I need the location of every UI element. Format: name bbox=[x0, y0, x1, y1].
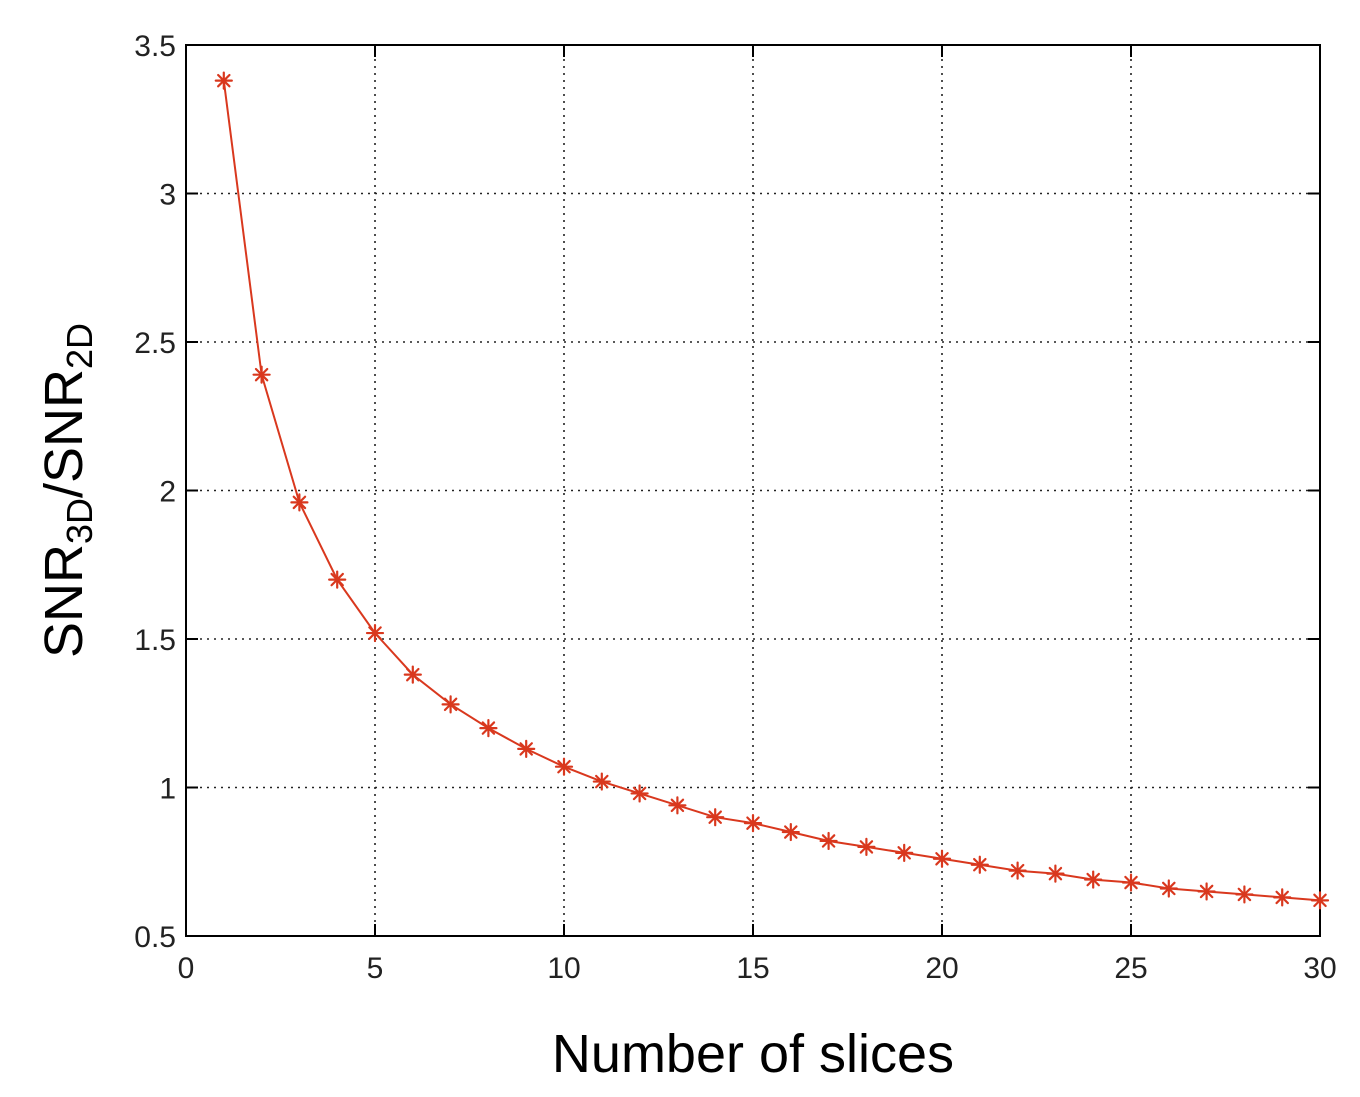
x-tick-label: 25 bbox=[1114, 952, 1147, 985]
y-axis-title: SNR3D/SNR2D bbox=[34, 323, 100, 658]
grid-layer bbox=[186, 45, 1320, 936]
data-point-marker bbox=[970, 855, 989, 874]
data-point-marker bbox=[706, 808, 725, 827]
x-tick-label: 10 bbox=[547, 952, 580, 985]
data-point-marker bbox=[1046, 864, 1065, 883]
data-point-marker bbox=[365, 623, 385, 643]
x-tick-label: 20 bbox=[925, 952, 958, 985]
y-axis-title-subscript-3d: 3D bbox=[59, 498, 100, 544]
data-point-marker bbox=[290, 493, 309, 512]
data-point-marker bbox=[630, 784, 649, 803]
y-tick-label: 2.5 bbox=[134, 327, 176, 360]
data-point-marker bbox=[252, 365, 271, 384]
data-point-marker bbox=[328, 570, 347, 589]
series-layer bbox=[214, 71, 1330, 910]
data-point-marker bbox=[1008, 861, 1027, 880]
data-point-marker bbox=[592, 772, 611, 791]
x-tick-label: 30 bbox=[1303, 952, 1336, 985]
y-tick-label: 0.5 bbox=[134, 921, 176, 954]
data-point-marker bbox=[857, 837, 876, 857]
y-axis-title-mid: /SNR bbox=[34, 369, 94, 498]
data-point-marker bbox=[1310, 891, 1330, 910]
data-point-marker bbox=[895, 843, 914, 862]
data-point-marker bbox=[517, 739, 536, 758]
y-tick-label: 1.5 bbox=[134, 624, 176, 657]
data-point-marker bbox=[1159, 879, 1178, 898]
data-point-marker bbox=[743, 814, 763, 833]
data-point-marker bbox=[819, 831, 838, 851]
tick-layer: 0 5 10 15 20 25 30 0.5 1 1.5 2 2.5 3 3.5 bbox=[134, 30, 1336, 985]
data-point-marker bbox=[1197, 882, 1216, 901]
y-tick-label: 3.5 bbox=[134, 30, 176, 63]
data-point-marker bbox=[479, 718, 498, 738]
x-tick-label: 15 bbox=[736, 952, 769, 985]
y-tick-label: 2 bbox=[159, 476, 176, 509]
data-point-marker bbox=[781, 822, 800, 842]
data-point-marker bbox=[1084, 870, 1103, 889]
y-axis-title-base: SNR bbox=[34, 544, 94, 658]
y-axis-title-subscript-2d: 2D bbox=[59, 323, 100, 369]
data-point-marker bbox=[668, 796, 687, 815]
data-point-marker bbox=[1235, 885, 1254, 904]
series-line bbox=[222, 80, 1321, 902]
x-tick-label: 0 bbox=[178, 952, 195, 985]
data-point-marker bbox=[1273, 888, 1292, 907]
y-tick-label: 3 bbox=[159, 179, 176, 212]
x-tick-label: 5 bbox=[367, 952, 384, 985]
data-point-marker bbox=[441, 695, 460, 714]
data-point-marker bbox=[1121, 873, 1141, 892]
x-axis-title: Number of slices bbox=[552, 1024, 954, 1084]
data-point-marker bbox=[214, 71, 233, 90]
data-point-marker bbox=[932, 849, 952, 868]
data-point-marker bbox=[554, 757, 574, 776]
data-point-marker bbox=[403, 665, 422, 684]
y-tick-label: 1 bbox=[159, 773, 176, 806]
